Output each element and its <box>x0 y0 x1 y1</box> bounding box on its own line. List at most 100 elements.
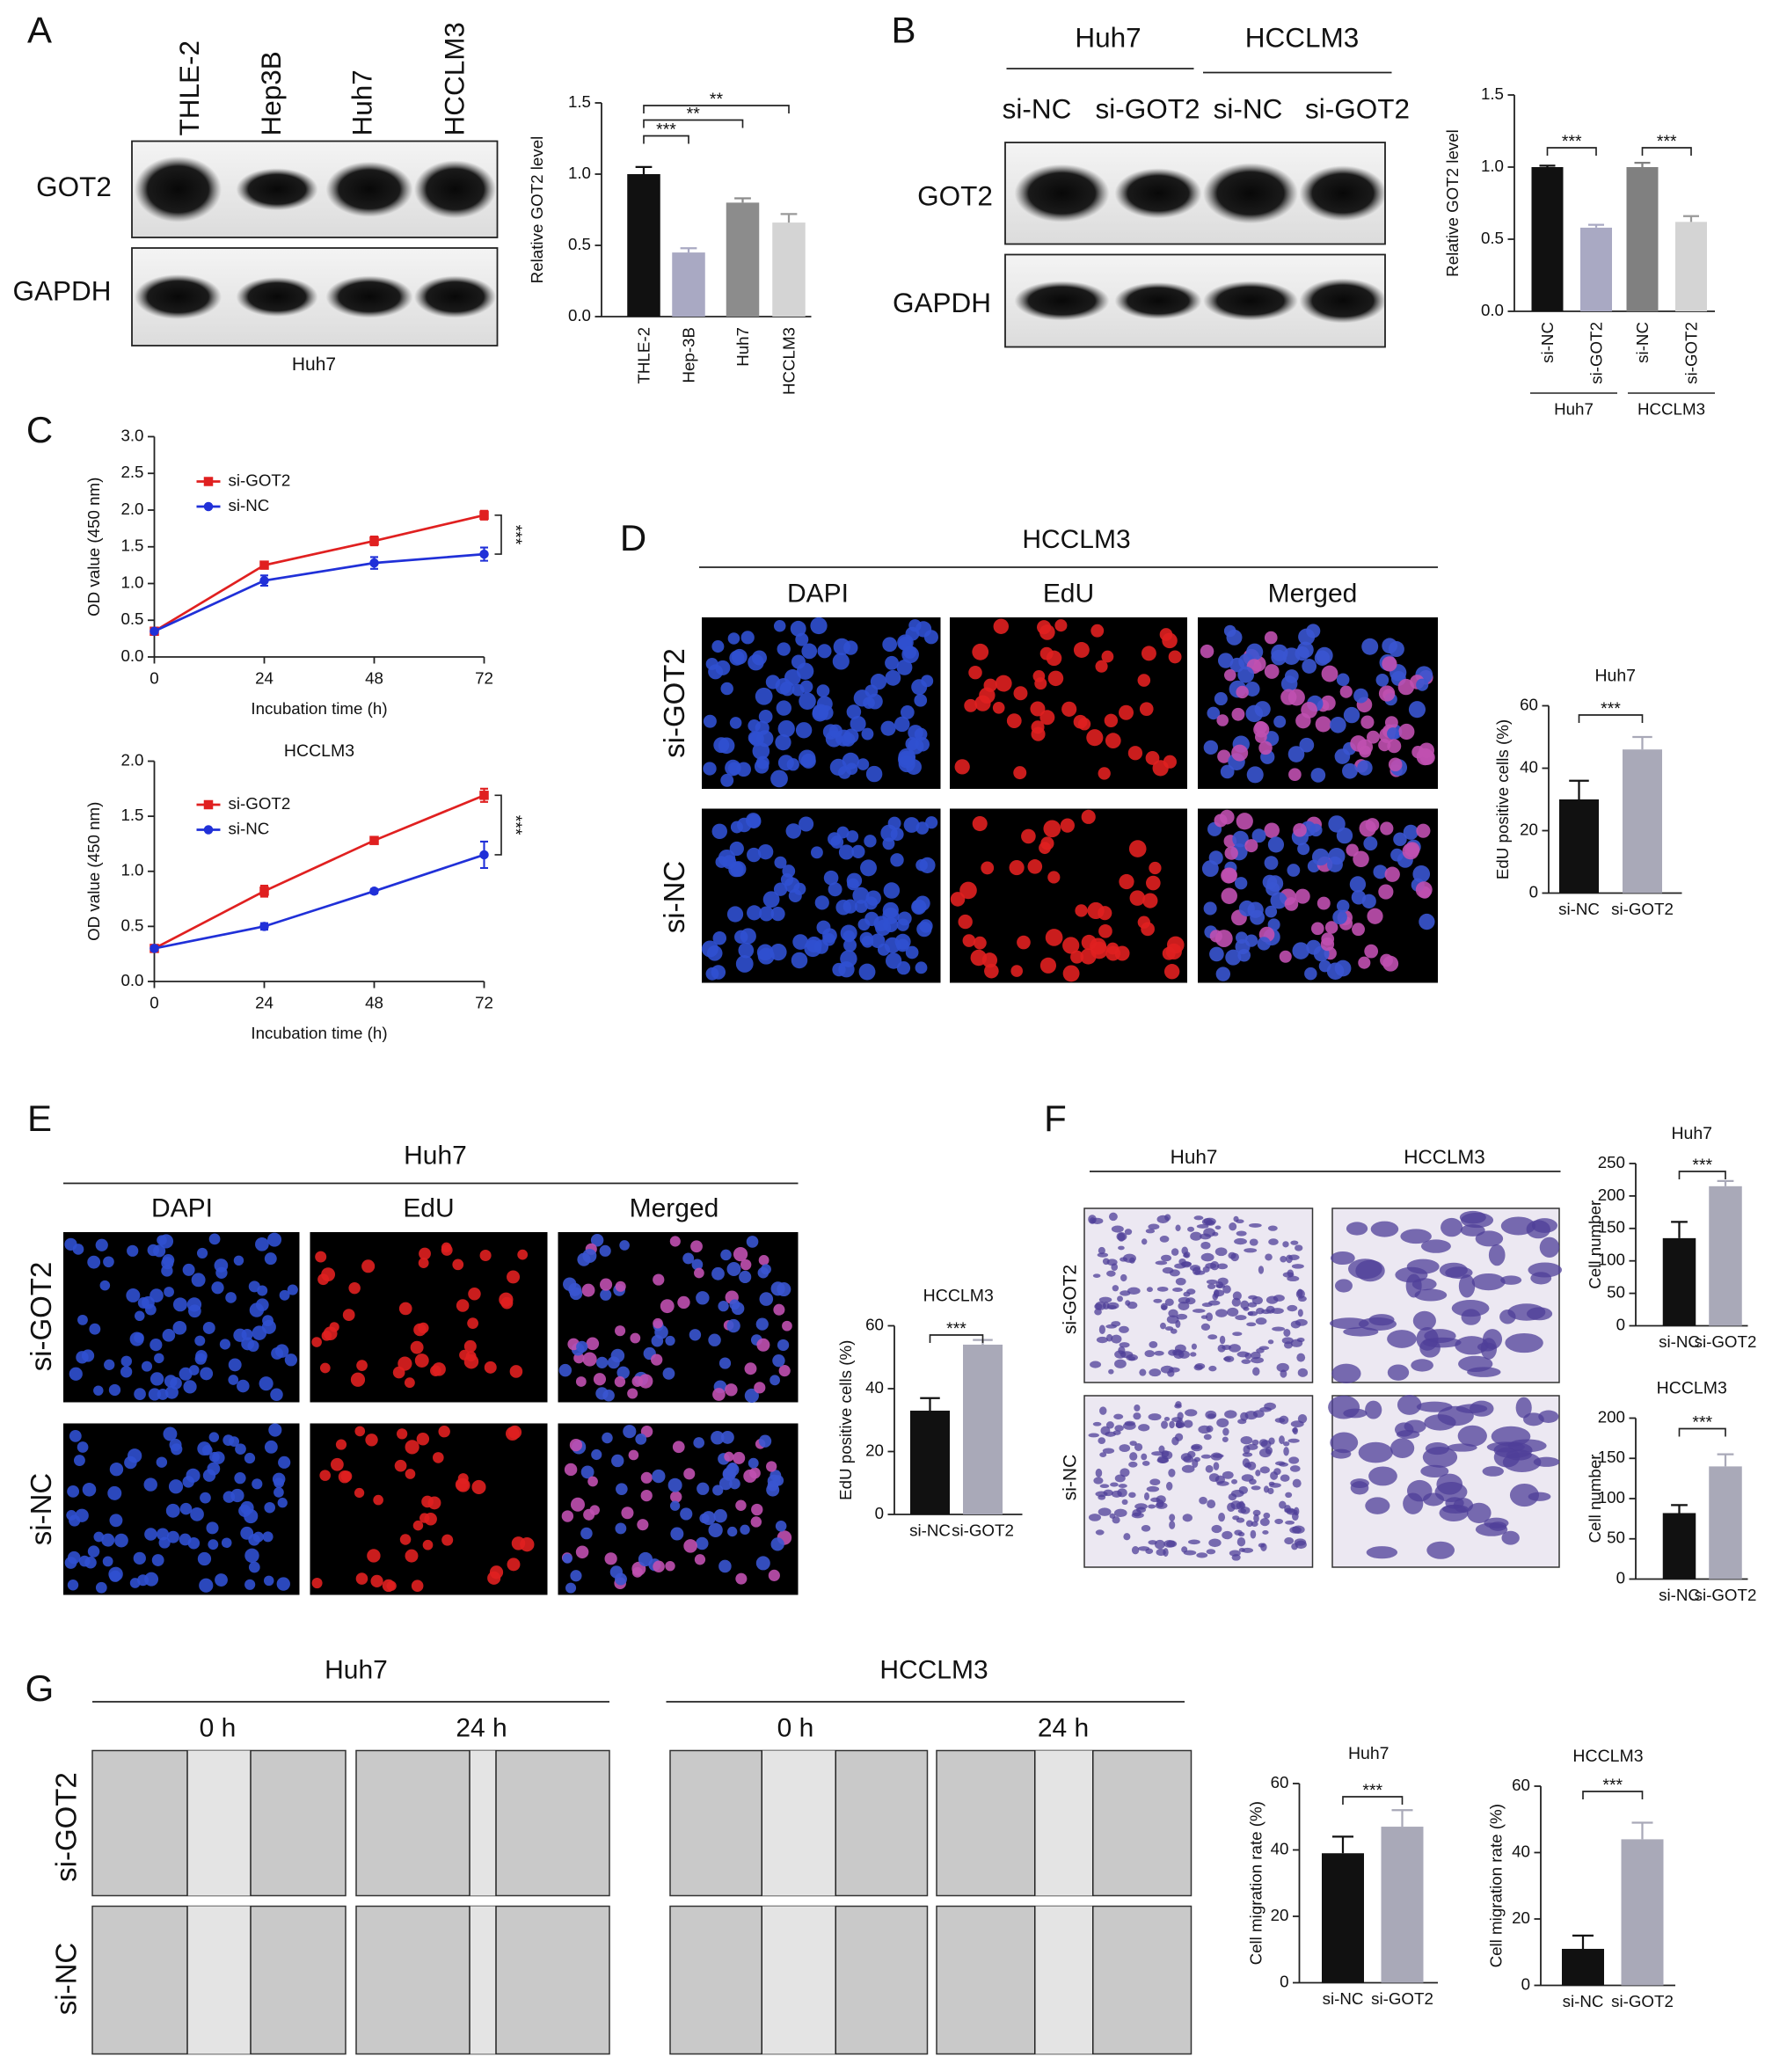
migrated-cell <box>1294 1538 1307 1546</box>
bar <box>627 173 660 317</box>
channel-label: DAPI <box>151 1193 213 1222</box>
migrated-cell <box>1166 1540 1178 1548</box>
y-tick-label: 200 <box>1598 1186 1625 1204</box>
lane-label: Hep3B <box>255 51 287 135</box>
cell-nucleus <box>747 847 762 863</box>
migrated-cell <box>1482 1466 1504 1477</box>
data-point <box>479 791 489 800</box>
blot-band <box>134 274 222 319</box>
cell-nucleus <box>414 1353 429 1368</box>
cell-nucleus <box>1231 707 1245 721</box>
cell-nucleus <box>651 1353 663 1366</box>
cell-nucleus <box>1039 710 1055 726</box>
cell-nucleus <box>1315 716 1331 733</box>
scratch-gap <box>469 1906 496 2054</box>
cell-nucleus <box>800 753 816 769</box>
legend-marker <box>203 825 214 835</box>
migrated-cell <box>1120 1468 1130 1477</box>
cell-nucleus <box>1415 881 1433 899</box>
migrated-cell <box>1453 1498 1474 1513</box>
error-bar <box>1587 223 1604 228</box>
cell-nucleus <box>1408 701 1426 719</box>
significance-bracket <box>1582 1791 1644 1799</box>
migrated-cell <box>1434 1481 1468 1502</box>
migrated-cell <box>1214 1225 1222 1230</box>
cell-nucleus <box>842 752 859 770</box>
y-axis-label: Cell migration rate (%) <box>1486 1804 1505 1967</box>
migrated-cell <box>1143 1492 1149 1500</box>
blot-band <box>1114 168 1202 219</box>
cell-nucleus <box>900 705 915 719</box>
significance-label: *** <box>1657 132 1677 151</box>
migrated-cell <box>1169 1514 1176 1521</box>
cell-nucleus <box>726 1262 741 1277</box>
cell-nucleus <box>411 1580 424 1592</box>
x-tick-label: si-NC <box>1538 322 1557 363</box>
cell-nucleus <box>609 1565 624 1579</box>
cell-nucleus <box>766 1461 777 1472</box>
migrated-cell <box>1156 1286 1169 1292</box>
cell-nucleus <box>1073 714 1088 729</box>
migrated-cell <box>1168 1309 1178 1318</box>
migrated-cell <box>1146 1287 1153 1293</box>
x-tick-label: si-GOT2 <box>1611 1992 1674 2010</box>
cell-nucleus <box>740 631 755 645</box>
cell-nucleus <box>672 1441 685 1454</box>
lane-label: si-NC <box>1214 92 1283 124</box>
migrated-cell <box>1289 1465 1301 1472</box>
cell-nucleus <box>77 1441 89 1453</box>
cell-nucleus <box>1114 945 1130 961</box>
cell-nucleus <box>1047 670 1064 687</box>
cell-nucleus <box>958 914 973 930</box>
cell-nucleus <box>712 1388 726 1401</box>
cell-nucleus <box>276 1577 290 1591</box>
migrated-cell <box>1207 1334 1218 1340</box>
migrated-cell <box>1250 1529 1257 1539</box>
migrated-cell <box>1206 1425 1214 1433</box>
migrated-cell <box>1191 1443 1203 1452</box>
cell-nucleus <box>1280 675 1298 692</box>
cell-nucleus <box>860 859 877 877</box>
x-axis-label: Incubation time (h) <box>251 699 387 718</box>
migrated-cell <box>1416 1401 1453 1412</box>
y-axis-label: EdU positive cells (%) <box>1493 719 1512 879</box>
y-tick-label: 0 <box>875 1504 884 1522</box>
cell-nucleus <box>1214 813 1228 828</box>
cell-nucleus <box>833 638 850 656</box>
cell-nucleus <box>804 939 822 958</box>
cell-nucleus <box>1375 673 1389 687</box>
y-tick-label: 1.0 <box>120 861 143 879</box>
cell-nucleus <box>252 1478 263 1490</box>
cell-nucleus <box>908 619 922 632</box>
cell-nucleus <box>1393 832 1407 847</box>
migrated-cell <box>1290 1420 1304 1428</box>
cell-nucleus <box>335 1439 347 1450</box>
cell-nucleus <box>581 1283 595 1297</box>
migrated-cell <box>1259 1518 1270 1527</box>
cell-nucleus <box>274 1477 285 1488</box>
cell-nucleus <box>851 844 865 858</box>
cell-nucleus <box>93 1531 105 1543</box>
cell-nucleus <box>1380 953 1393 967</box>
migrated-cell <box>1426 1541 1455 1559</box>
cell-nucleus <box>165 1503 180 1518</box>
migrated-cell <box>1287 1304 1298 1312</box>
chart-title: Huh7 <box>1671 1124 1712 1143</box>
cell-nucleus <box>134 1388 146 1400</box>
cell-nucleus <box>652 1469 666 1484</box>
cell-nucleus <box>367 1549 381 1563</box>
y-tick-label: 2.5 <box>120 463 143 481</box>
cell-nucleus <box>109 1463 124 1477</box>
lane-label: si-NC <box>1003 92 1072 124</box>
migrated-cell <box>1424 1414 1456 1431</box>
cell-nucleus <box>1378 884 1394 900</box>
series-line <box>153 794 485 950</box>
row-label: si-NC <box>658 861 690 933</box>
cell-nucleus <box>107 1485 122 1500</box>
y-axis-label: EdU positive cells (%) <box>836 1340 855 1500</box>
migrated-cell <box>1241 1359 1251 1364</box>
cell-nucleus <box>419 1513 430 1523</box>
cell-nucleus <box>703 714 717 728</box>
cell-nucleus <box>264 1501 275 1514</box>
